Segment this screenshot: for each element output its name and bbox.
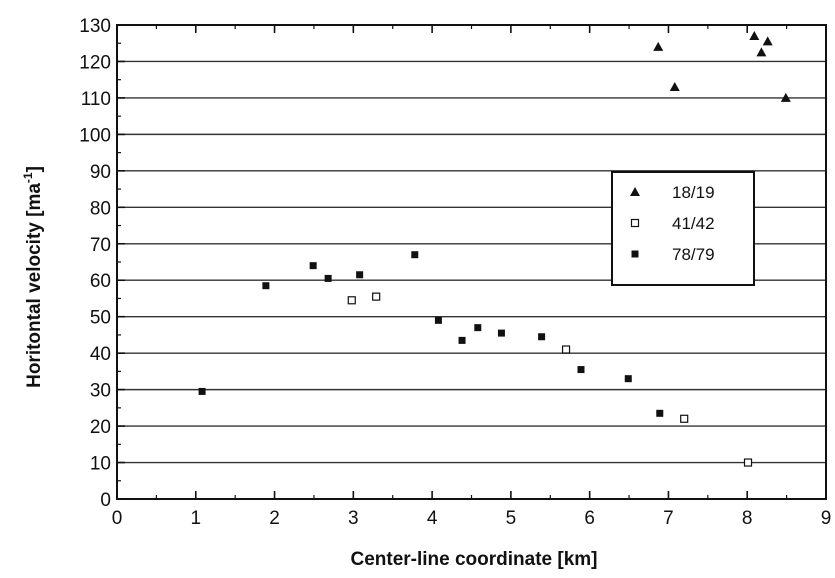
legend-label: 41/42 xyxy=(672,214,715,233)
data-point xyxy=(577,366,585,374)
data-point xyxy=(356,271,364,279)
y-tick-label: 0 xyxy=(100,490,111,511)
data-point xyxy=(474,324,482,332)
series-78-79 xyxy=(198,251,664,417)
legend-label: 78/79 xyxy=(672,245,715,264)
data-point xyxy=(669,81,680,91)
data-point xyxy=(749,30,760,40)
y-axis-title: Horitontal velocity [ma-1] xyxy=(21,166,45,388)
y-tick-label: 40 xyxy=(90,344,111,365)
x-tick-label: 0 xyxy=(112,508,123,529)
y-tick-label: 30 xyxy=(90,381,111,402)
x-tick-label: 8 xyxy=(742,508,753,529)
legend-marker-18-19 xyxy=(630,187,640,196)
data-point xyxy=(743,458,753,467)
x-tick-label: 7 xyxy=(663,508,674,529)
y-tick-label: 10 xyxy=(90,454,111,475)
data-points xyxy=(198,30,791,467)
data-point xyxy=(680,414,689,423)
x-tick-label: 9 xyxy=(821,508,832,529)
y-tick-label: 80 xyxy=(90,198,111,219)
x-tick-label: 6 xyxy=(584,508,595,529)
legend: 18/19 41/42 78/79 xyxy=(611,171,755,286)
x-tick-label: 4 xyxy=(427,508,438,529)
x-tick-label: 1 xyxy=(190,508,201,529)
data-point xyxy=(653,41,664,51)
y-tick-label: 100 xyxy=(79,125,111,146)
y-axis-title-superscript: -1 xyxy=(21,172,35,183)
data-point xyxy=(434,316,442,324)
legend-marker-41-42 xyxy=(630,218,640,228)
y-axis-title-bracket: ] xyxy=(24,166,45,172)
series-18-19 xyxy=(653,30,791,102)
data-point xyxy=(411,251,419,259)
data-point xyxy=(198,387,206,395)
data-point xyxy=(656,409,664,417)
data-point xyxy=(780,92,791,102)
x-axis-title: Center-line coordinate [km] xyxy=(350,549,597,570)
y-axis-title-main: Horitontal velocity [ma xyxy=(24,183,45,388)
data-point xyxy=(347,296,356,305)
y-tick-label: 50 xyxy=(90,308,111,329)
x-tick-label: 2 xyxy=(269,508,280,529)
legend-marker-78-79 xyxy=(631,250,639,258)
gridlines xyxy=(117,60,826,464)
y-tick-label: 20 xyxy=(90,417,111,438)
y-tick-label: 90 xyxy=(90,162,111,183)
y-tick-label: 120 xyxy=(79,52,111,73)
data-point xyxy=(309,262,317,270)
y-tick-label: 70 xyxy=(90,235,111,256)
data-point xyxy=(756,47,767,57)
data-point xyxy=(372,292,381,301)
y-tick-label: 60 xyxy=(90,271,111,292)
x-tick-label: 3 xyxy=(348,508,359,529)
x-tick-label: 5 xyxy=(506,508,517,529)
y-tick-label: 110 xyxy=(81,89,111,110)
legend-label: 18/19 xyxy=(672,183,715,202)
data-point xyxy=(324,274,332,282)
data-point xyxy=(762,36,773,46)
data-point xyxy=(624,375,632,383)
y-tick-label: 130 xyxy=(79,16,111,37)
data-point xyxy=(538,333,546,341)
series-41-42 xyxy=(347,292,753,467)
data-point xyxy=(458,336,466,344)
data-point xyxy=(262,282,270,290)
data-point xyxy=(561,345,571,354)
data-point xyxy=(497,329,505,337)
